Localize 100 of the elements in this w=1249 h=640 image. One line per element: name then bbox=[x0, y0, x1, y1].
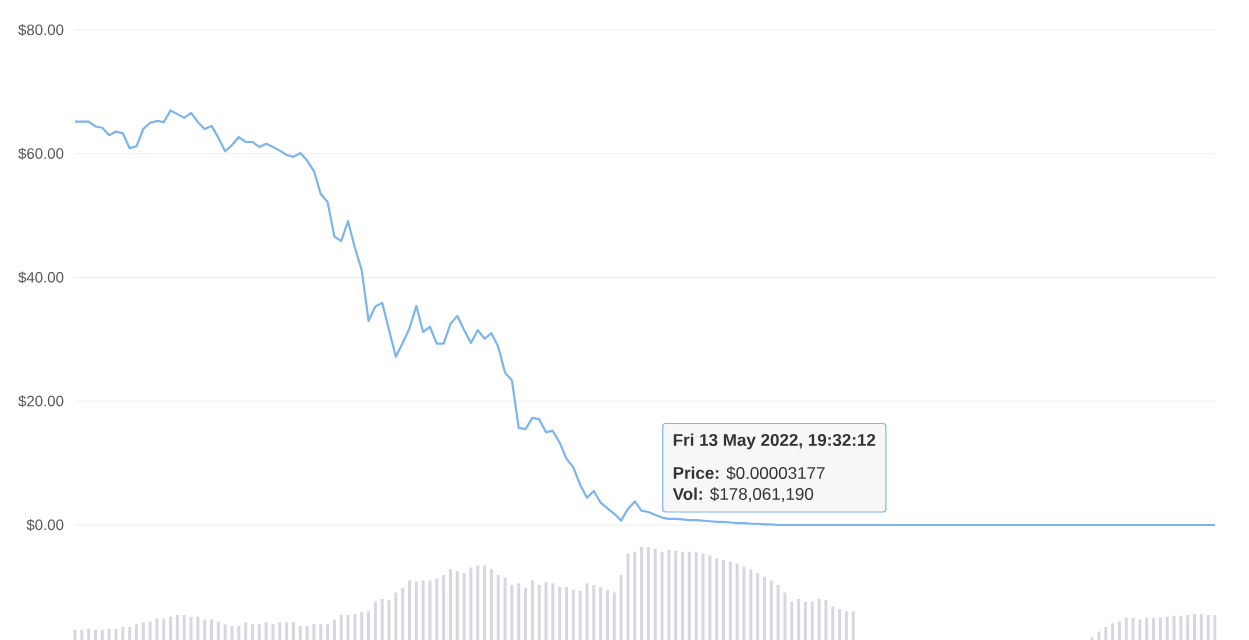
bar bbox=[1152, 617, 1156, 640]
bar bbox=[517, 583, 521, 640]
bar bbox=[80, 629, 84, 640]
bar bbox=[558, 586, 562, 640]
bar bbox=[1131, 617, 1135, 640]
bar bbox=[216, 621, 220, 640]
bar bbox=[728, 561, 732, 640]
y-tick-label: $0.00 bbox=[26, 518, 64, 532]
bar bbox=[407, 580, 411, 640]
bar bbox=[435, 578, 439, 640]
bar bbox=[776, 585, 780, 640]
bar bbox=[360, 612, 364, 640]
bar bbox=[756, 573, 760, 640]
bar bbox=[141, 622, 145, 640]
bar bbox=[203, 619, 207, 640]
bar bbox=[544, 582, 548, 640]
y-tick-label: $60.00 bbox=[18, 147, 64, 160]
bar bbox=[537, 585, 541, 640]
bar bbox=[1186, 614, 1190, 640]
bar bbox=[783, 592, 787, 640]
bar bbox=[182, 614, 186, 640]
bar bbox=[810, 601, 814, 640]
bar bbox=[633, 551, 637, 640]
bar bbox=[1179, 615, 1183, 640]
bar bbox=[1165, 616, 1169, 640]
bar bbox=[162, 618, 166, 640]
bar bbox=[373, 601, 377, 640]
bar bbox=[762, 576, 766, 640]
bar bbox=[1090, 637, 1094, 640]
bar bbox=[646, 546, 650, 640]
bar bbox=[387, 599, 391, 640]
bar bbox=[93, 629, 97, 640]
y-tick-label: $40.00 bbox=[18, 271, 64, 284]
bar bbox=[599, 586, 603, 640]
bar bbox=[169, 616, 173, 640]
bar bbox=[319, 624, 323, 640]
annotation: Vol: $178,061,190 bbox=[672, 487, 814, 502]
bar bbox=[291, 622, 295, 640]
bar bbox=[257, 624, 261, 640]
bar bbox=[134, 624, 138, 640]
bar bbox=[585, 583, 589, 640]
bar bbox=[653, 548, 657, 640]
y-tick-label: $80.00 bbox=[18, 23, 64, 37]
bar bbox=[667, 549, 671, 640]
bar bbox=[230, 626, 234, 640]
bar bbox=[285, 622, 289, 640]
bar bbox=[394, 592, 398, 640]
bar bbox=[250, 624, 254, 640]
bar bbox=[380, 599, 384, 640]
bar bbox=[339, 614, 343, 640]
bar bbox=[155, 618, 159, 640]
bar bbox=[1124, 617, 1128, 640]
bar bbox=[1158, 617, 1162, 640]
bar bbox=[735, 563, 739, 640]
bar bbox=[175, 614, 179, 640]
bar bbox=[312, 624, 316, 640]
bar bbox=[421, 580, 425, 640]
bar bbox=[469, 567, 473, 640]
bar bbox=[100, 629, 104, 640]
bar bbox=[196, 616, 200, 640]
bar bbox=[803, 601, 807, 640]
bar bbox=[530, 580, 534, 640]
bar bbox=[565, 586, 568, 640]
bar bbox=[414, 581, 418, 640]
bar bbox=[749, 569, 753, 640]
bar bbox=[831, 606, 835, 640]
bar bbox=[612, 592, 616, 640]
bar bbox=[332, 619, 336, 640]
bar bbox=[605, 589, 609, 640]
bar bbox=[428, 580, 432, 640]
bar bbox=[489, 569, 493, 640]
bar bbox=[797, 599, 801, 640]
bar bbox=[578, 590, 582, 640]
bar bbox=[346, 614, 350, 640]
bar bbox=[353, 613, 357, 640]
bar bbox=[305, 626, 309, 640]
bar bbox=[128, 626, 132, 640]
bar bbox=[483, 565, 487, 640]
bar bbox=[326, 624, 330, 640]
bar bbox=[742, 566, 746, 640]
bar bbox=[455, 571, 459, 640]
bar bbox=[244, 622, 248, 640]
bar bbox=[278, 622, 282, 640]
bar bbox=[626, 553, 630, 640]
bar bbox=[1193, 613, 1197, 640]
bar bbox=[189, 616, 193, 640]
bar bbox=[496, 574, 500, 640]
bar bbox=[148, 621, 152, 640]
bar bbox=[237, 626, 241, 640]
annotation: Price: $0.00003177 bbox=[673, 466, 825, 481]
bar bbox=[264, 622, 268, 640]
bar bbox=[121, 626, 125, 640]
bar bbox=[210, 619, 214, 640]
bar bbox=[298, 626, 302, 640]
bar bbox=[708, 555, 712, 640]
bar bbox=[824, 599, 828, 640]
bar bbox=[524, 587, 528, 640]
bar bbox=[107, 628, 111, 640]
bar bbox=[694, 552, 698, 640]
bar bbox=[851, 611, 855, 640]
